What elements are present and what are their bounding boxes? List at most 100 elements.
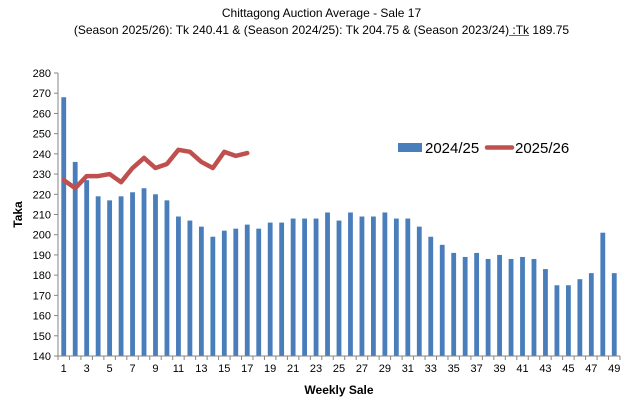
bar [84,180,90,356]
bar [302,218,308,356]
bar [359,216,365,356]
y-tick-label: 170 [33,290,51,302]
bar [531,258,537,356]
legend-label-2025-26: 2025/26 [515,140,569,157]
y-tick-label: 190 [33,250,51,262]
x-tick-label: 39 [493,363,505,375]
x-tick-label: 15 [218,363,230,375]
x-tick-label: 43 [539,363,551,375]
bar-series [61,97,617,356]
y-axis-ticks: 140 150 160 170 180 190 200 210 220 230 240 250 260 2… [33,68,58,363]
bar [256,228,262,356]
subtitle-part-1: (Season 2025/26): Tk 240.41 & (Season 20… [73,23,510,37]
y-tick-label: 250 [33,129,51,141]
y-tick-label: 180 [33,270,51,282]
x-tick-label: 31 [402,363,414,375]
bar [462,256,468,356]
subtitle-part-2: :Tk [509,23,530,37]
x-tick-label: 47 [585,363,597,375]
x-tick-label: 9 [152,363,158,375]
bar [485,258,491,356]
bar [244,224,250,356]
x-tick-label: 29 [379,363,391,375]
x-tick-label: 25 [333,363,345,375]
line-series [61,147,250,191]
bar [187,220,193,356]
bar [451,252,457,356]
bar [221,230,227,356]
bar [130,192,135,356]
bar [141,188,147,356]
y-tick-label: 230 [33,169,51,181]
bar [95,196,101,356]
bar [279,222,285,356]
bar [577,279,583,356]
x-tick-label: 33 [425,363,437,375]
bar [348,212,353,356]
bar [198,226,204,356]
y-axis-label: Taka [11,201,25,228]
bar [313,218,319,356]
bar [588,273,594,356]
legend-swatch-2024-25 [398,143,422,152]
x-tick-label: 37 [471,363,483,375]
chart-subtitle: (Season 2025/26): Tk 240.41 & (Season 20… [0,23,643,37]
x-tick-label: 1 [61,363,67,375]
y-tick-label: 140 [33,351,51,363]
x-tick-label: 23 [310,363,322,375]
y-tick-label: 240 [33,149,51,161]
bar [267,222,273,356]
bar [554,285,560,356]
bar [439,244,445,356]
bar [508,258,514,356]
bar [61,97,67,356]
legend-label-2024-25: 2024/25 [425,140,479,157]
x-tick-label: 41 [516,363,528,375]
y-tick-label: 260 [33,108,51,120]
y-tick-label: 200 [33,230,51,242]
bar [210,236,216,356]
y-tick-label: 220 [33,189,51,201]
y-tick-label: 280 [33,68,51,80]
bar [72,161,78,356]
x-tick-label: 35 [448,363,460,375]
bar [118,196,124,356]
legend: 2024/25 2025/26 [398,140,569,157]
x-tick-label: 17 [241,363,253,375]
bar [428,236,434,356]
bar [497,254,502,356]
bar [474,252,480,356]
x-tick-label: 11 [173,363,184,375]
bar [543,269,548,356]
bar [176,216,181,356]
x-tick-label: 3 [84,363,90,375]
bar [565,285,571,356]
x-axis-label: Weekly Sale [304,383,373,397]
chart-title: Chittagong Auction Average - Sale 17 [221,6,422,20]
x-tick-label: 49 [608,363,620,375]
bar [290,218,296,356]
x-tick-label: 45 [562,363,574,375]
x-tick-label: 13 [195,363,207,375]
bar [393,218,399,356]
bar [416,226,422,356]
y-tick-label: 210 [33,210,51,222]
x-axis-ticks: 1 3 5 7 9 11 13 15 17 19 21 23 25 27 29 31 33 35 37 39 41 43 4… [57,356,621,375]
axes [57,73,620,357]
bar [153,194,158,356]
y-tick-label: 160 [33,311,51,323]
y-tick-label: 150 [33,331,51,343]
subtitle-part-3: 189.75 [529,23,570,37]
series-line-2025-26 [61,147,250,191]
bar [611,273,617,356]
bar [107,200,113,356]
bar [336,220,342,356]
bar [600,232,606,356]
x-tick-label: 27 [356,363,368,375]
bar [382,212,388,356]
bar [164,200,170,356]
x-tick-label: 7 [129,363,135,375]
x-tick-label: 19 [264,363,276,375]
x-tick-label: 5 [107,363,113,375]
